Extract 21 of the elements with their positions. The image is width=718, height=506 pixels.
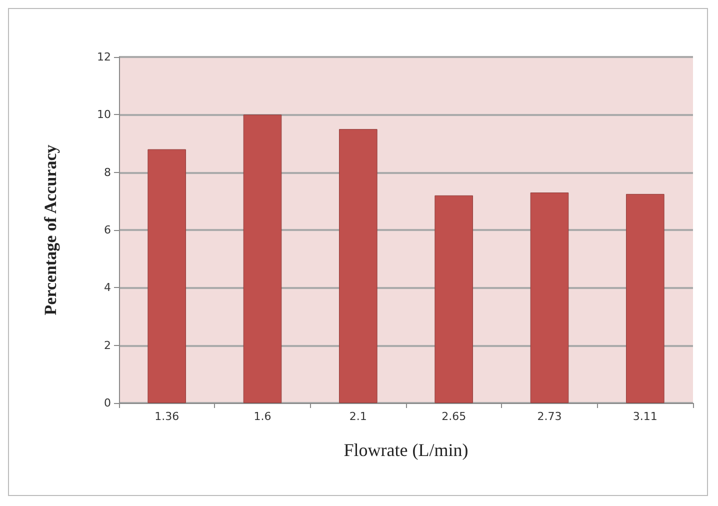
y-tick-label: 10 bbox=[97, 108, 111, 122]
y-tick-label: 8 bbox=[104, 166, 111, 179]
bar bbox=[148, 149, 186, 403]
x-tick-label: 1.36 bbox=[154, 410, 180, 423]
x-tick-label: 1.6 bbox=[254, 410, 272, 423]
y-tick-label: 6 bbox=[104, 224, 111, 236]
y-tick-label: 12 bbox=[97, 50, 111, 64]
bar bbox=[530, 192, 569, 403]
x-axis-title: Flowrate (L/min) bbox=[344, 440, 468, 460]
y-tick-label: 0 bbox=[104, 396, 111, 410]
x-tick-label: 2.65 bbox=[442, 410, 466, 423]
x-tick-label: 2.73 bbox=[537, 410, 562, 423]
y-tick-label: 2 bbox=[104, 338, 111, 352]
bar bbox=[339, 129, 378, 403]
x-tick-label: 2.1 bbox=[349, 410, 367, 423]
bar bbox=[243, 114, 282, 403]
y-tick-label: 4 bbox=[104, 281, 111, 294]
x-tick-label: 3.11 bbox=[632, 410, 658, 423]
y-axis-title: Percentage of Accuracy bbox=[41, 144, 60, 316]
bar bbox=[434, 195, 473, 403]
bar bbox=[626, 194, 664, 403]
